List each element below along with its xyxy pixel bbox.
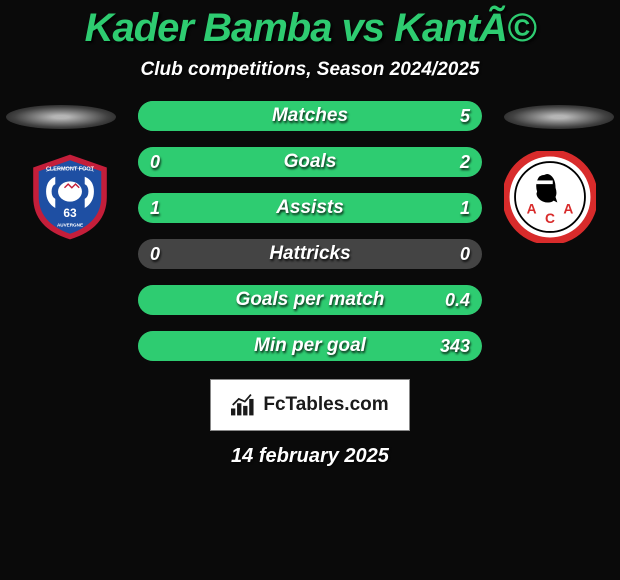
- stat-value-right: 5: [460, 101, 470, 131]
- chart-icon: [231, 394, 257, 416]
- club-badge-left: 63 CLERMONT FOOT AUVERGNE: [24, 151, 116, 243]
- stat-row: Hattricks0 0: [138, 239, 482, 269]
- stat-value-right: 2: [460, 147, 470, 177]
- stat-label: Assists: [138, 193, 482, 223]
- footer-brand: FcTables.com: [210, 379, 410, 431]
- stat-label: Matches: [138, 101, 482, 131]
- stat-value-right: 0.4: [445, 285, 470, 315]
- stat-value-left: 0: [150, 147, 160, 177]
- stat-value-right: 1: [460, 193, 470, 223]
- stat-row: Goals per match0.4: [138, 285, 482, 315]
- svg-text:A: A: [563, 202, 573, 217]
- stat-value-left: 1: [150, 193, 160, 223]
- clermont-badge-icon: 63 CLERMONT FOOT AUVERGNE: [24, 151, 116, 243]
- infographic-container: Kader Bamba vs KantÃ© Club competitions,…: [0, 0, 620, 580]
- page-subtitle: Club competitions, Season 2024/2025: [141, 59, 480, 81]
- svg-text:A: A: [527, 202, 537, 217]
- club-badge-right: A C A: [504, 151, 596, 243]
- ajaccio-badge-icon: A C A: [504, 151, 596, 243]
- stat-label: Hattricks: [138, 239, 482, 269]
- stat-label: Goals per match: [138, 285, 482, 315]
- svg-text:C: C: [545, 211, 555, 226]
- stat-value-left: 0: [150, 239, 160, 269]
- stat-row: Goals0 2: [138, 147, 482, 177]
- shadow-left: [6, 105, 116, 129]
- svg-text:AUVERGNE: AUVERGNE: [57, 222, 83, 227]
- stat-row: Matches5: [138, 101, 482, 131]
- stat-row: Min per goal343: [138, 331, 482, 361]
- stat-label: Goals: [138, 147, 482, 177]
- svg-text:63: 63: [63, 206, 77, 220]
- stats-list: Matches5Goals02Assists11Hattricks00Goals…: [138, 101, 482, 361]
- shadow-right: [504, 105, 614, 129]
- stat-value-right: 0: [460, 239, 470, 269]
- date-text: 14 february 2025: [0, 445, 620, 468]
- page-title: Kader Bamba vs KantÃ©: [85, 6, 536, 51]
- main-area: 63 CLERMONT FOOT AUVERGNE A C A Matches5…: [0, 101, 620, 580]
- footer-brand-text: FcTables.com: [263, 394, 388, 416]
- stat-row: Assists1 1: [138, 193, 482, 223]
- stat-value-right: 343: [440, 331, 470, 361]
- stat-label: Min per goal: [138, 331, 482, 361]
- svg-text:CLERMONT FOOT: CLERMONT FOOT: [46, 166, 95, 172]
